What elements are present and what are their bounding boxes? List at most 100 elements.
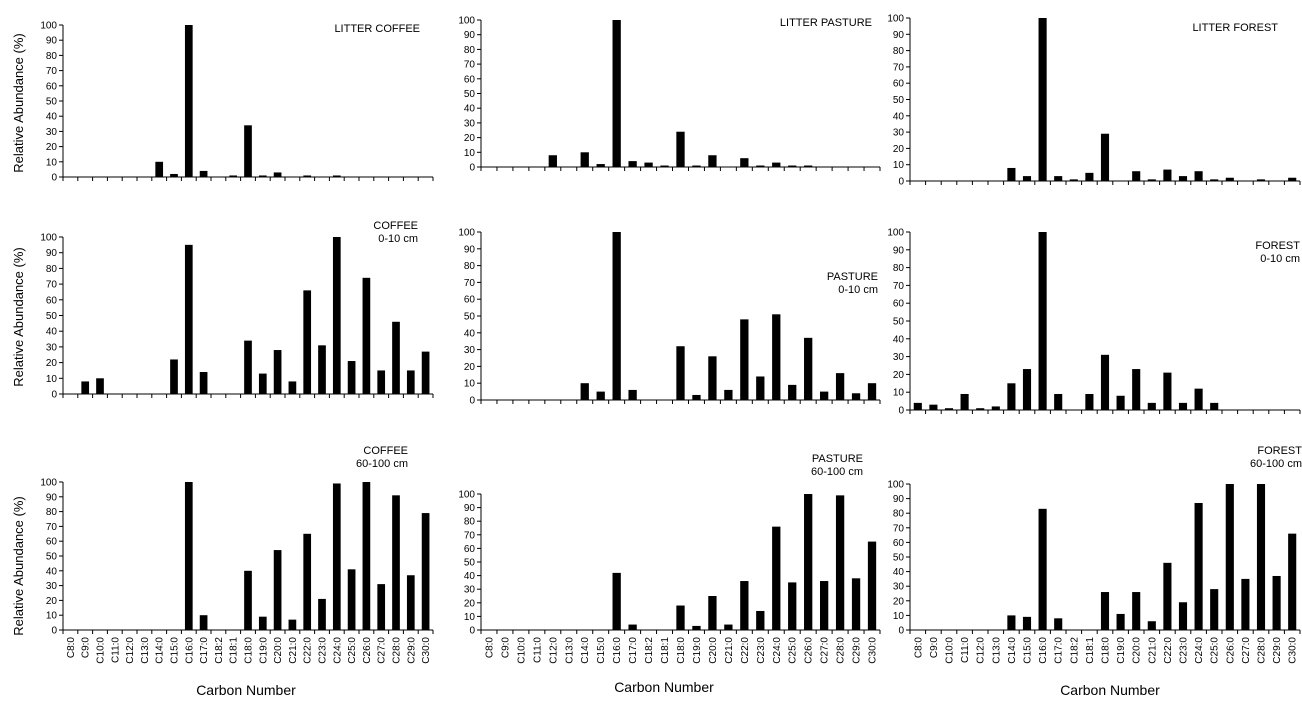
bar-C24:0 [332,237,341,394]
bar-C18:0 [676,346,685,400]
x-tick-label: C18:2 [214,637,225,664]
bar-C26:0 [1225,177,1234,181]
bar-C22:0 [1163,562,1172,630]
y-tick-label: 70 [893,62,905,73]
y-tick-label: 40 [464,571,476,582]
y-tick-label: 90 [46,36,58,47]
x-tick-label: C8:0 [913,637,924,659]
y-tick-label: 60 [46,295,58,306]
bar-C16:0 [184,244,193,394]
y-tick-label: 10 [464,379,476,390]
bar-C17:0 [628,389,637,400]
bar-C26:0 [804,337,813,400]
y-tick-label: 60 [464,544,476,555]
y-tick-label: 10 [464,612,476,623]
bar-C19:0 [692,394,701,400]
y-tick-label: 0 [898,177,904,188]
bar-C14:0 [1007,615,1016,630]
bar-C25:0 [1210,402,1219,410]
y-tick-label: 90 [893,30,905,41]
x-tick-label: C26:0 [804,637,815,664]
x-tick-label: C21:0 [724,637,735,664]
bar-C29:0 [1272,575,1281,630]
bar-C25:0 [347,569,356,630]
bar-C25:0 [1210,589,1219,630]
bar-C26:0 [804,494,813,630]
y-tick-label: 60 [893,299,905,310]
bar-C18:1 [1085,393,1094,410]
x-tick-label: C21:0 [288,637,299,664]
y-tick-label: 80 [46,507,58,518]
bar-C23:0 [756,376,765,400]
bar-C22:0 [303,290,312,394]
panel-title: LITTER PASTURE [780,17,872,29]
x-axis-label-col-1: Carbon Number [196,682,296,698]
y-tick-label: 10 [46,374,58,385]
y-tick-label: 100 [458,16,475,27]
bar-C20:0 [708,155,717,167]
bar-C14:0 [580,383,589,400]
x-tick-label: C10:0 [945,637,956,664]
y-tick-label: 10 [46,157,58,168]
chart-panel-9: 0 10 20 30 40 50 60 70 80 90 100 C8:0 C9:0 C10:0 C11:0… [887,445,1302,664]
y-tick-label: 70 [464,278,476,289]
y-tick-label: 30 [464,585,476,596]
x-tick-label: C25:0 [788,637,799,664]
y-tick-label: 40 [46,112,58,123]
bar-C10:0 [944,408,954,410]
bar-C20:0 [1132,369,1141,410]
bar-C21:0 [288,619,297,630]
bar-C25:0 [788,384,797,400]
x-tick-label: C16:0 [1038,637,1049,664]
bar-C24:0 [772,314,781,400]
bar-C16:0 [184,25,193,177]
y-tick-label: 20 [893,144,905,155]
y-tick-label: 70 [464,530,476,541]
x-tick-label: C20:0 [708,637,719,664]
x-tick-label: C17:0 [628,637,639,664]
panel-title: FOREST [1257,445,1302,457]
bar-C18:0 [244,340,252,394]
y-tick-label: 60 [464,74,476,85]
bar-C27:0 [1241,578,1250,630]
y-tick-label: 40 [46,327,58,338]
y-tick-label: 20 [464,133,476,144]
x-tick-label: C29:0 [1272,637,1283,664]
chart-panel-7: 0 10 20 30 40 50 60 70 80 90 100 C8:0 C9:0 C10:0 C11:0… [40,445,434,664]
bar-C27:0 [819,581,829,630]
y-tick-label: 80 [464,45,476,56]
x-tick-label: C12:0 [125,637,136,664]
y-tick-label: 50 [46,552,58,563]
y-tick-label: 70 [46,66,58,77]
y-tick-label: 60 [46,537,58,548]
bar-C16:0 [184,482,193,630]
bar-C19:0 [258,616,267,630]
x-tick-label: C9:0 [929,637,940,659]
x-tick-label: C12:0 [976,637,987,664]
x-tick-label: C23:0 [318,637,329,664]
bar-C16:0 [1038,18,1047,181]
bar-C17:0 [628,624,637,630]
x-tick-label: C18:2 [1069,637,1080,664]
y-tick-label: 10 [46,611,58,622]
bar-C14:0 [580,152,589,167]
bar-C30:0 [421,513,430,630]
y-tick-label: 0 [898,626,904,637]
y-tick-label: 10 [893,160,905,171]
panel-title: PASTURE [812,453,863,465]
y-tick-label: 50 [893,553,905,564]
y-tick-label: 0 [51,626,57,637]
x-tick-label: C17:0 [199,637,210,664]
bar-C16:0 [1038,232,1047,410]
x-tick-label: C15:0 [170,637,181,664]
y-tick-label: 20 [893,370,905,381]
x-tick-label: C14:0 [1007,637,1018,664]
y-tick-label: 100 [887,480,904,491]
x-tick-label: C30:0 [1288,637,1299,664]
y-tick-label: 90 [464,503,476,514]
y-tick-label: 50 [464,312,476,323]
x-tick-label: C18:0 [676,637,687,664]
bar-C23:0 [756,610,765,630]
x-tick-label: C14:0 [155,637,166,664]
bar-C30:0 [1288,177,1297,181]
